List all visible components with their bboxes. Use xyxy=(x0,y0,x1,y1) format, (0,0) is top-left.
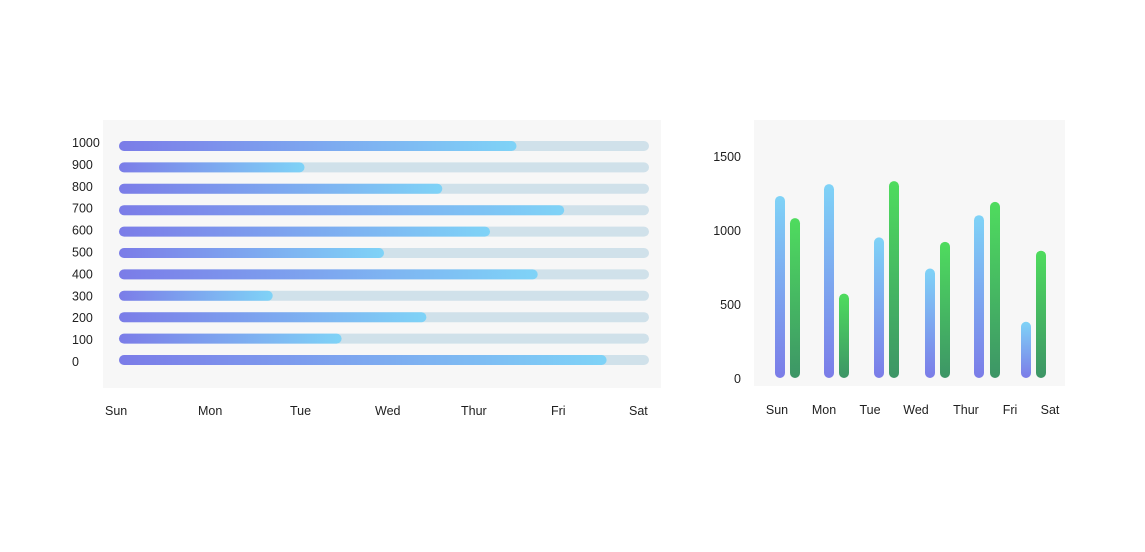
right-x-tick-label: Mon xyxy=(812,403,836,417)
left-y-tick-label: 300 xyxy=(72,289,93,303)
right-bar-series-2 xyxy=(990,201,1000,378)
left-x-tick-label: Wed xyxy=(375,404,401,418)
right-x-tick-label: Sun xyxy=(766,403,788,417)
left-x-tick-label: Mon xyxy=(198,404,222,418)
right-x-tick-label: Wed xyxy=(903,403,929,417)
left-y-tick-label: 400 xyxy=(72,267,93,281)
left-x-tick-label: Fri xyxy=(551,404,566,418)
right-bar-series-2 xyxy=(889,181,899,378)
right-bar-series-2 xyxy=(940,241,950,378)
right-x-tick-label: Fri xyxy=(1003,403,1018,417)
left-bar xyxy=(119,205,565,216)
right-y-tick-label: 500 xyxy=(720,298,741,312)
left-x-tick-label: Sat xyxy=(629,404,648,418)
left-bar xyxy=(119,141,517,151)
right-bar-series-1 xyxy=(1021,321,1031,378)
right-x-tick-label: Thur xyxy=(953,403,979,417)
right-y-tick-label: 1000 xyxy=(713,224,741,238)
left-bar xyxy=(119,290,273,301)
right-bar-series-1 xyxy=(824,184,834,378)
right-y-tick-label: 1500 xyxy=(713,150,741,164)
left-bar xyxy=(119,183,443,194)
right-bar-series-2 xyxy=(839,293,849,378)
right-bar-series-1 xyxy=(974,215,984,378)
left-bar xyxy=(119,355,607,365)
right-bar-series-2 xyxy=(1036,250,1046,378)
left-x-tick-label: Tue xyxy=(290,404,311,418)
left-bar xyxy=(119,248,384,258)
left-y-tick-label: 200 xyxy=(72,311,93,325)
left-x-tick-label: Sun xyxy=(105,404,127,418)
left-bar xyxy=(119,333,342,344)
left-y-tick-label: 700 xyxy=(72,202,93,216)
left-bar xyxy=(119,312,427,323)
left-y-tick-label: 1000 xyxy=(72,136,100,150)
right-x-tick-label: Tue xyxy=(859,403,880,417)
left-y-tick-label: 800 xyxy=(72,180,93,194)
left-bar xyxy=(119,269,538,280)
right-bar-series-1 xyxy=(925,268,935,378)
left-y-tick-label: 900 xyxy=(72,158,93,172)
left-y-tick-label: 500 xyxy=(72,246,93,260)
right-bar-series-1 xyxy=(775,195,785,378)
left-x-tick-label: Thur xyxy=(461,404,487,418)
right-x-tick-label: Sat xyxy=(1041,403,1060,417)
left-bar xyxy=(119,162,305,173)
left-y-tick-label: 0 xyxy=(72,355,79,369)
right-chart-panel xyxy=(754,120,1065,386)
left-y-tick-label: 100 xyxy=(72,333,93,347)
left-y-tick-label: 600 xyxy=(72,224,93,238)
right-y-tick-label: 0 xyxy=(734,372,741,386)
left-bar xyxy=(119,226,490,237)
right-bar-series-1 xyxy=(874,237,884,378)
right-bar-series-2 xyxy=(790,218,800,378)
